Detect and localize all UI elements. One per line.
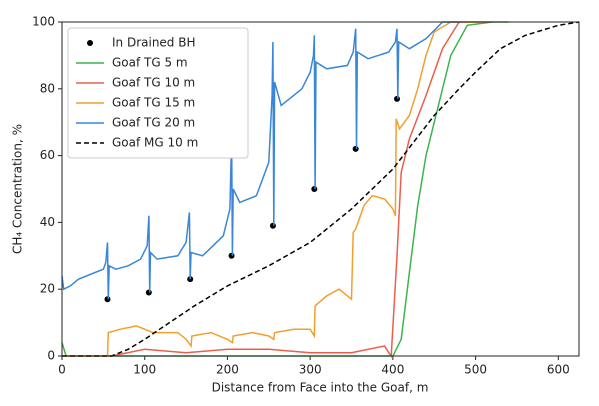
y-axis-label: CH₄ Concentration, % (11, 124, 25, 254)
y-tick-label: 60 (40, 148, 55, 162)
data-point (104, 296, 111, 303)
legend-label: Goaf TG 20 m (112, 116, 195, 130)
y-tick-label: 100 (32, 15, 55, 29)
series-line (61, 21, 460, 300)
y-tick-label: 0 (47, 349, 55, 363)
x-tick-label: 300 (299, 363, 322, 377)
data-point (394, 95, 401, 102)
legend-label: Goaf TG 10 m (112, 76, 195, 90)
legend-label: Goaf TG 15 m (112, 96, 195, 110)
x-tick-label: 100 (133, 363, 156, 377)
x-tick-label: 200 (216, 363, 239, 377)
data-point (311, 186, 318, 192)
y-tick-label: 80 (40, 81, 55, 95)
legend-label: Goaf TG 5 m (112, 56, 188, 70)
data-point (352, 145, 359, 152)
data-point (269, 222, 276, 229)
x-tick-label: 400 (381, 363, 404, 377)
legend-label: In Drained BH (112, 36, 196, 50)
series-line (62, 21, 484, 357)
legend-label: Goaf MG 10 m (112, 136, 198, 150)
data-point (145, 289, 152, 296)
x-tick-label: 600 (547, 363, 570, 377)
series-line (62, 21, 580, 357)
series-line (62, 21, 493, 359)
y-tick-label: 40 (40, 215, 55, 229)
x-axis-label: Distance from Face into the Goaf, m (212, 381, 429, 395)
x-tick-label: 500 (464, 363, 487, 377)
x-tick-label: 0 (58, 363, 66, 377)
legend-box (67, 27, 249, 159)
data-point (228, 252, 235, 259)
y-tick-label: 20 (40, 282, 55, 296)
plot-frame (61, 21, 580, 357)
legend-symbol (87, 40, 93, 46)
